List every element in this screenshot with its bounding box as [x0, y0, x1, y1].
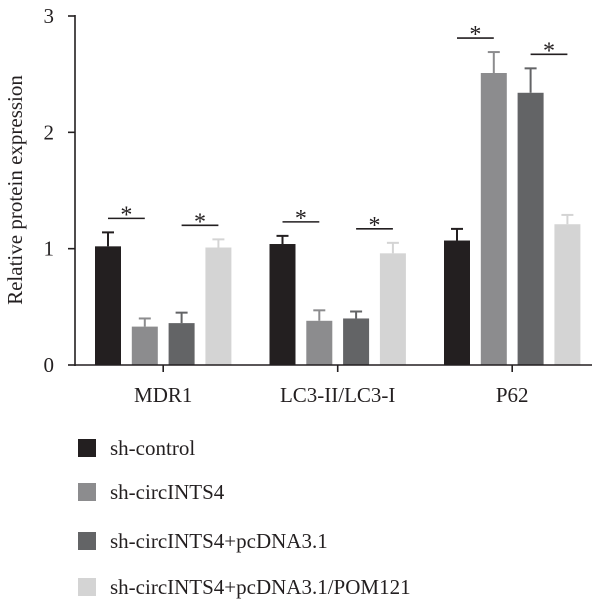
y-tick-label: 0 [44, 353, 55, 377]
legend-label: sh-circINTS4 [110, 480, 225, 504]
y-axis-label: Relative protein expression [3, 75, 27, 305]
bar [480, 73, 507, 366]
bar [444, 240, 470, 365]
y-tick-label: 1 [44, 237, 55, 261]
bar [379, 253, 406, 365]
significance-star: * [194, 209, 206, 235]
significance-star: * [369, 213, 381, 239]
plot-area: 0 1 2 3 MDR1 LC3-II/LC3-I P62 * * * * * * [44, 4, 592, 407]
significance-star: * [543, 38, 555, 64]
bar [343, 318, 370, 365]
y-tick-label: 2 [44, 120, 55, 144]
significance-star: * [469, 22, 481, 48]
legend-label: sh-control [110, 436, 195, 460]
legend-swatch [78, 483, 96, 501]
bar [554, 224, 581, 365]
x-tick-label: P62 [496, 383, 529, 407]
x-tick-label: LC3-II/LC3-I [280, 383, 395, 407]
legend-swatch [78, 532, 96, 550]
legend-swatch [78, 439, 96, 457]
bar [517, 92, 544, 365]
legend-label: sh-circINTS4+pcDNA3.1 [110, 529, 328, 553]
x-tick-label: MDR1 [134, 383, 192, 407]
legend-label: sh-circINTS4+pcDNA3.1/POM121 [110, 575, 411, 599]
bar [168, 323, 195, 365]
bar [205, 247, 232, 365]
legend-swatch [78, 578, 96, 596]
bar [306, 320, 333, 365]
significance-star: * [295, 206, 307, 232]
bar [95, 246, 121, 365]
legend: sh-control sh-circINTS4 sh-circINTS4+pcDNA… [78, 436, 411, 599]
y-tick-label: 3 [44, 4, 55, 28]
bar [269, 244, 296, 365]
bar [131, 326, 158, 365]
significance-star: * [120, 202, 132, 228]
